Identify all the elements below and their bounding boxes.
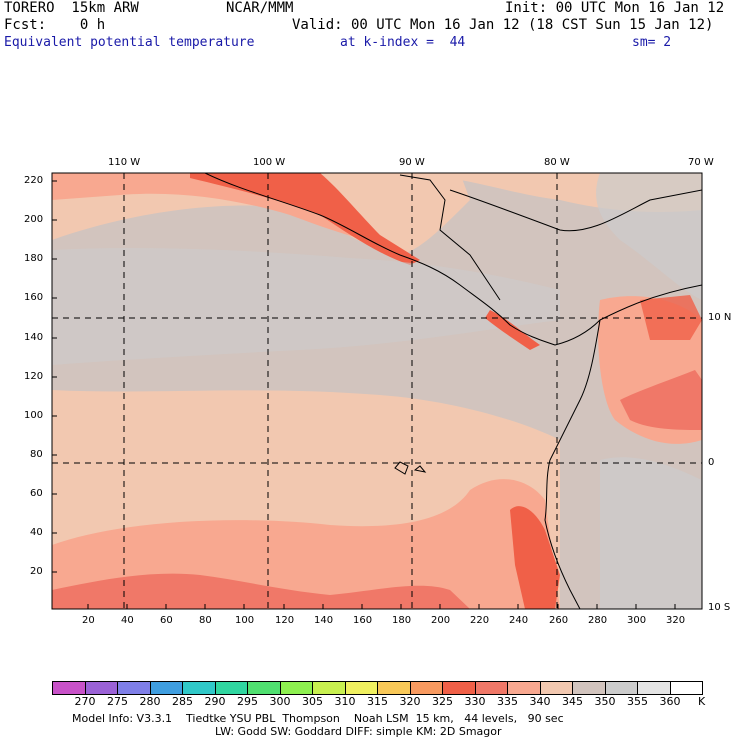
legend-swatch bbox=[637, 681, 671, 695]
legend-value: 340 bbox=[529, 695, 551, 708]
axis-ticks bbox=[52, 180, 676, 609]
legend-value: 295 bbox=[237, 695, 258, 708]
legend-value: 345 bbox=[562, 695, 583, 708]
level-info: at k-index = 44 bbox=[340, 35, 466, 50]
x-tick-label: 60 bbox=[160, 615, 173, 626]
legend-value: 320 bbox=[399, 695, 421, 708]
x-tick-label: 80 bbox=[199, 615, 212, 626]
model-name: TORERO 15km ARW bbox=[4, 0, 139, 16]
init-time: Init: 00 UTC Mon 16 Jan 12 bbox=[505, 0, 725, 16]
legend-swatch bbox=[149, 681, 183, 695]
map-frame bbox=[51, 172, 703, 610]
legend-value: 280 bbox=[139, 695, 161, 708]
legend-swatch bbox=[247, 681, 281, 695]
y-tick-label: 120 bbox=[24, 371, 44, 382]
legend-swatch bbox=[52, 681, 86, 695]
y-tick-label: 40 bbox=[30, 527, 43, 538]
legend-value: 300 bbox=[269, 695, 291, 708]
field-name: Equivalent potential temperature bbox=[4, 35, 255, 50]
x-tick-label: 140 bbox=[314, 615, 334, 626]
lat-label: 10 S bbox=[708, 602, 731, 613]
y-tick-label: 200 bbox=[24, 214, 44, 225]
contour-fill-layer bbox=[52, 173, 702, 609]
legend-swatch bbox=[507, 681, 541, 695]
y-tick-label: 140 bbox=[24, 332, 44, 343]
x-tick-label: 120 bbox=[275, 615, 295, 626]
lat-lon-grid bbox=[52, 173, 702, 609]
y-tick-label: 60 bbox=[30, 488, 43, 499]
x-tick-label: 260 bbox=[549, 615, 569, 626]
x-tick-label: 280 bbox=[588, 615, 608, 626]
lat-label: 0 bbox=[708, 457, 715, 468]
legend-swatch bbox=[182, 681, 216, 695]
x-tick-label: 100 bbox=[235, 615, 255, 626]
legend-value: 350 bbox=[594, 695, 616, 708]
legend-value: 285 bbox=[172, 695, 193, 708]
organization: NCAR/MMM bbox=[226, 0, 294, 16]
y-tick-label: 20 bbox=[30, 566, 43, 577]
legend-value: 270 bbox=[74, 695, 96, 708]
legend-value: 305 bbox=[302, 695, 323, 708]
legend-swatch bbox=[117, 681, 151, 695]
legend-value: 315 bbox=[367, 695, 388, 708]
x-tick-label: 220 bbox=[470, 615, 490, 626]
y-tick-label: 80 bbox=[30, 449, 43, 460]
x-tick-label: 320 bbox=[666, 615, 686, 626]
x-tick-label: 240 bbox=[509, 615, 529, 626]
legend-swatch bbox=[214, 681, 248, 695]
legend-swatch bbox=[604, 681, 638, 695]
legend-value: 360 bbox=[659, 695, 681, 708]
lon-label: 80 W bbox=[544, 157, 570, 168]
lon-label: 90 W bbox=[399, 157, 425, 168]
legend-swatch bbox=[84, 681, 118, 695]
y-tick-label: 180 bbox=[24, 253, 44, 264]
legend-unit: K bbox=[698, 695, 706, 708]
legend-swatch bbox=[344, 681, 378, 695]
lon-label: 70 W bbox=[688, 157, 714, 168]
legend-swatch bbox=[474, 681, 508, 695]
legend-swatch bbox=[312, 681, 346, 695]
legend-value: 290 bbox=[204, 695, 226, 708]
x-tick-label: 40 bbox=[121, 615, 134, 626]
legend-value: 310 bbox=[334, 695, 356, 708]
legend-value: 275 bbox=[107, 695, 128, 708]
x-tick-label: 300 bbox=[627, 615, 647, 626]
valid-time: Valid: 00 UTC Mon 16 Jan 12 (18 CST Sun … bbox=[292, 17, 714, 33]
legend-swatch bbox=[539, 681, 573, 695]
forecast-hour: Fcst: 0 h bbox=[4, 17, 106, 33]
legend-swatch bbox=[442, 681, 476, 695]
x-tick-label: 180 bbox=[392, 615, 412, 626]
legend-swatch bbox=[572, 681, 606, 695]
model-info: Model Info: V3.3.1 Tiedtke YSU PBL Thomp… bbox=[72, 712, 564, 725]
physics-info: LW: Godd SW: Goddard DIFF: simple KM: 2D… bbox=[215, 725, 502, 738]
y-tick-label: 160 bbox=[24, 292, 44, 303]
y-tick-label: 220 bbox=[24, 175, 44, 186]
legend-swatch bbox=[669, 681, 703, 695]
x-tick-label: 160 bbox=[353, 615, 373, 626]
legend-swatch bbox=[377, 681, 411, 695]
legend-value: 335 bbox=[497, 695, 518, 708]
lat-label: 10 N bbox=[708, 312, 732, 323]
x-tick-label: 200 bbox=[431, 615, 451, 626]
lon-label: 100 W bbox=[253, 157, 286, 168]
y-tick-label: 100 bbox=[24, 410, 44, 421]
coastline-layer bbox=[204, 173, 702, 609]
legend-value: 330 bbox=[464, 695, 486, 708]
legend-value: 355 bbox=[627, 695, 648, 708]
x-tick-label: 20 bbox=[82, 615, 95, 626]
legend-value: 325 bbox=[432, 695, 453, 708]
smoothing-info: sm= 2 bbox=[632, 35, 672, 50]
legend-swatch bbox=[279, 681, 313, 695]
lon-label: 110 W bbox=[108, 157, 141, 168]
legend-swatch bbox=[409, 681, 443, 695]
